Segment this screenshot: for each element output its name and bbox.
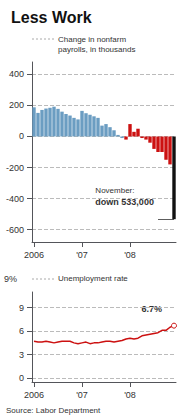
svg-text:Less Work: Less Work [11,9,92,26]
svg-text:down 533,000: down 533,000 [95,196,154,207]
svg-text:Unemployment rate: Unemployment rate [58,274,128,283]
svg-text:9%: 9% [4,274,17,284]
svg-text:6.7%: 6.7% [141,304,162,314]
svg-text:0: 0 [19,131,24,141]
svg-text:-400: -400 [6,194,24,204]
svg-text:'07: '07 [76,390,88,400]
svg-text:-200: -200 [6,163,24,173]
svg-text:'08: '08 [124,390,136,400]
svg-text:Source: Labor Department: Source: Labor Department [6,406,101,415]
svg-text:November:: November: [95,186,134,195]
svg-text:payrolls, in thousands: payrolls, in thousands [58,45,135,54]
svg-text:'08: '08 [124,250,136,260]
svg-text:400: 400 [9,69,24,79]
svg-text:6: 6 [19,326,24,336]
svg-text:3: 3 [19,350,24,360]
svg-text:200: 200 [9,100,24,110]
svg-text:Change in nonfarm: Change in nonfarm [58,35,126,44]
svg-text:9: 9 [19,303,24,313]
svg-text:-600: -600 [6,225,24,235]
svg-text:2006: 2006 [24,390,44,400]
svg-text:2006: 2006 [24,250,44,260]
svg-text:'07: '07 [76,250,88,260]
svg-text:0: 0 [19,373,24,383]
